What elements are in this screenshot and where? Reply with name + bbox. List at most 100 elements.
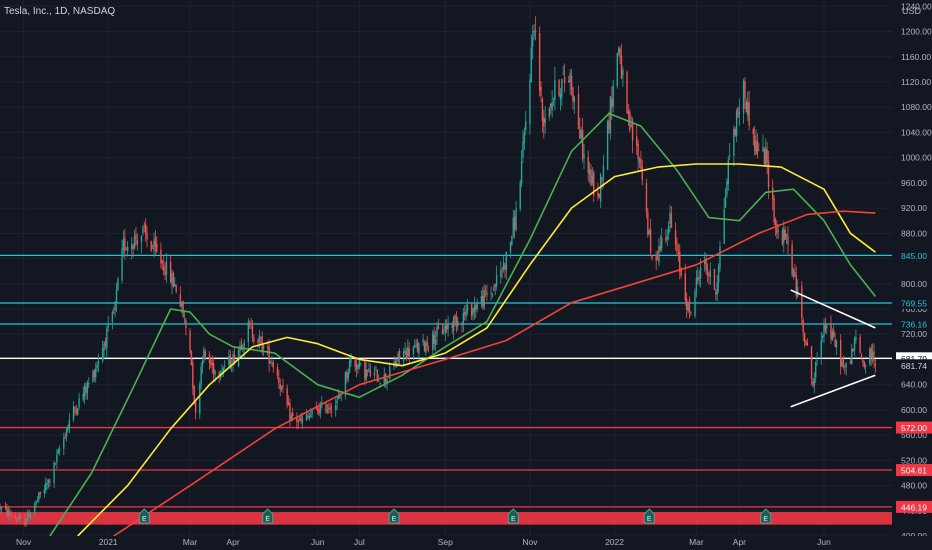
earnings-event[interactable]: E	[643, 508, 655, 524]
earnings-badge[interactable]	[262, 508, 274, 524]
candle	[82, 386, 84, 403]
candle	[425, 339, 427, 356]
earnings-event[interactable]: E	[138, 508, 150, 524]
candle	[651, 254, 653, 261]
candle	[570, 69, 573, 97]
candle-body	[806, 342, 809, 346]
candle	[85, 382, 87, 400]
candle-body	[414, 345, 416, 348]
candle-body	[319, 405, 322, 413]
candle	[192, 358, 194, 396]
candle-body	[870, 347, 872, 358]
candle-body	[132, 246, 134, 249]
candle	[444, 319, 447, 341]
price-tick-label: 640.00	[901, 380, 927, 390]
candle-body	[476, 303, 478, 309]
candle-body	[573, 96, 576, 102]
candle	[201, 355, 204, 374]
candle	[816, 352, 818, 366]
earnings-badge[interactable]	[388, 508, 400, 524]
candle-body	[791, 244, 793, 275]
earnings-badge[interactable]	[507, 508, 519, 524]
candle-body	[548, 108, 551, 117]
candle-body	[75, 409, 77, 413]
earnings-badge[interactable]	[138, 508, 150, 524]
candle-body	[452, 317, 455, 331]
candle	[735, 108, 738, 143]
candle	[326, 404, 329, 415]
price-tick-label: 1040.00	[901, 127, 932, 137]
candle	[366, 369, 369, 377]
candle-body	[49, 481, 51, 483]
earnings-badge[interactable]	[643, 508, 655, 524]
candle	[540, 81, 542, 102]
candle	[160, 242, 162, 269]
candle-body	[737, 107, 739, 118]
candle-body	[552, 98, 555, 100]
candle	[752, 127, 754, 146]
candle	[305, 409, 308, 421]
candle	[53, 461, 55, 488]
earnings-event[interactable]: E	[507, 508, 519, 524]
candle	[161, 260, 164, 271]
candle	[28, 509, 30, 518]
candle	[738, 98, 741, 126]
candle	[297, 418, 299, 429]
candle	[365, 362, 367, 382]
candle	[25, 519, 28, 527]
candle-body	[142, 227, 144, 234]
candle	[434, 330, 437, 352]
candle-body	[773, 198, 775, 223]
candle-body	[540, 86, 542, 96]
candle-body	[815, 362, 817, 378]
candle-body	[558, 79, 560, 96]
candle	[755, 129, 757, 156]
earnings-event[interactable]: E	[760, 508, 772, 524]
candle-body	[579, 129, 581, 140]
candle-body	[755, 140, 757, 155]
candle-body	[687, 302, 689, 311]
candle	[805, 339, 807, 346]
candle	[461, 321, 463, 333]
candle	[328, 403, 330, 414]
candle-body	[269, 361, 272, 363]
candle	[418, 342, 420, 361]
candle	[466, 299, 469, 316]
earnings-event[interactable]: E	[262, 508, 274, 524]
candle-body	[852, 348, 854, 351]
candle-body	[447, 324, 449, 330]
candle	[742, 78, 745, 124]
candle	[199, 381, 201, 419]
candle	[164, 262, 166, 281]
candle	[520, 149, 523, 188]
level-tag: 504.61	[896, 464, 932, 477]
candle	[286, 384, 288, 409]
candle-body	[631, 120, 634, 141]
time-tick-label: Mar	[689, 537, 704, 547]
candle-body	[117, 278, 119, 290]
candle	[271, 355, 273, 367]
candle-body	[0, 507, 1, 510]
candle	[538, 26, 541, 97]
earnings-event[interactable]: E	[388, 508, 400, 524]
candle	[475, 302, 477, 318]
candle	[436, 321, 438, 345]
candle-body	[101, 348, 104, 361]
candle	[715, 289, 717, 301]
candle	[369, 363, 372, 378]
candle	[407, 338, 409, 360]
level-tag-text: 736.16	[901, 320, 927, 330]
triangle-pattern	[790, 289, 876, 408]
candle-body	[767, 160, 770, 188]
candle	[208, 351, 211, 370]
candle	[455, 311, 458, 333]
candle	[397, 351, 399, 367]
candle	[330, 403, 333, 418]
candle	[723, 197, 725, 244]
earnings-badge[interactable]	[760, 508, 772, 524]
candle-body	[279, 383, 281, 390]
candle-body	[0, 506, 3, 509]
candle	[728, 142, 731, 161]
candle-body	[640, 159, 642, 169]
